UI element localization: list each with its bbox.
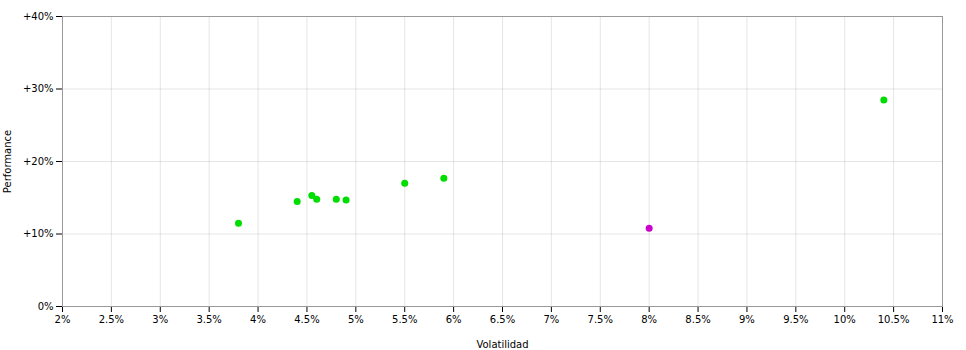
svg-text:+20%: +20% bbox=[23, 156, 54, 167]
svg-text:5%: 5% bbox=[348, 314, 364, 325]
svg-text:4%: 4% bbox=[250, 314, 266, 325]
svg-text:7.5%: 7.5% bbox=[588, 314, 613, 325]
svg-text:2%: 2% bbox=[55, 314, 71, 325]
svg-text:Performance: Performance bbox=[2, 130, 13, 193]
svg-text:4.5%: 4.5% bbox=[294, 314, 319, 325]
svg-text:3.5%: 3.5% bbox=[196, 314, 221, 325]
svg-text:0%: 0% bbox=[38, 301, 54, 312]
svg-text:10%: 10% bbox=[834, 314, 856, 325]
svg-text:2.5%: 2.5% bbox=[99, 314, 124, 325]
svg-text:+10%: +10% bbox=[23, 228, 54, 239]
svg-text:6.5%: 6.5% bbox=[490, 314, 515, 325]
svg-text:9%: 9% bbox=[739, 314, 755, 325]
svg-text:9.5%: 9.5% bbox=[783, 314, 808, 325]
svg-text:Volatilidad: Volatilidad bbox=[476, 339, 528, 350]
svg-text:6%: 6% bbox=[446, 314, 462, 325]
svg-text:5.5%: 5.5% bbox=[392, 314, 417, 325]
svg-text:+30%: +30% bbox=[23, 83, 54, 94]
svg-text:10.5%: 10.5% bbox=[878, 314, 910, 325]
svg-text:3%: 3% bbox=[152, 314, 168, 325]
svg-text:11%: 11% bbox=[931, 314, 953, 325]
svg-text:+40%: +40% bbox=[23, 11, 54, 22]
svg-text:8%: 8% bbox=[641, 314, 657, 325]
svg-text:7%: 7% bbox=[543, 314, 559, 325]
svg-text:8.5%: 8.5% bbox=[685, 314, 710, 325]
